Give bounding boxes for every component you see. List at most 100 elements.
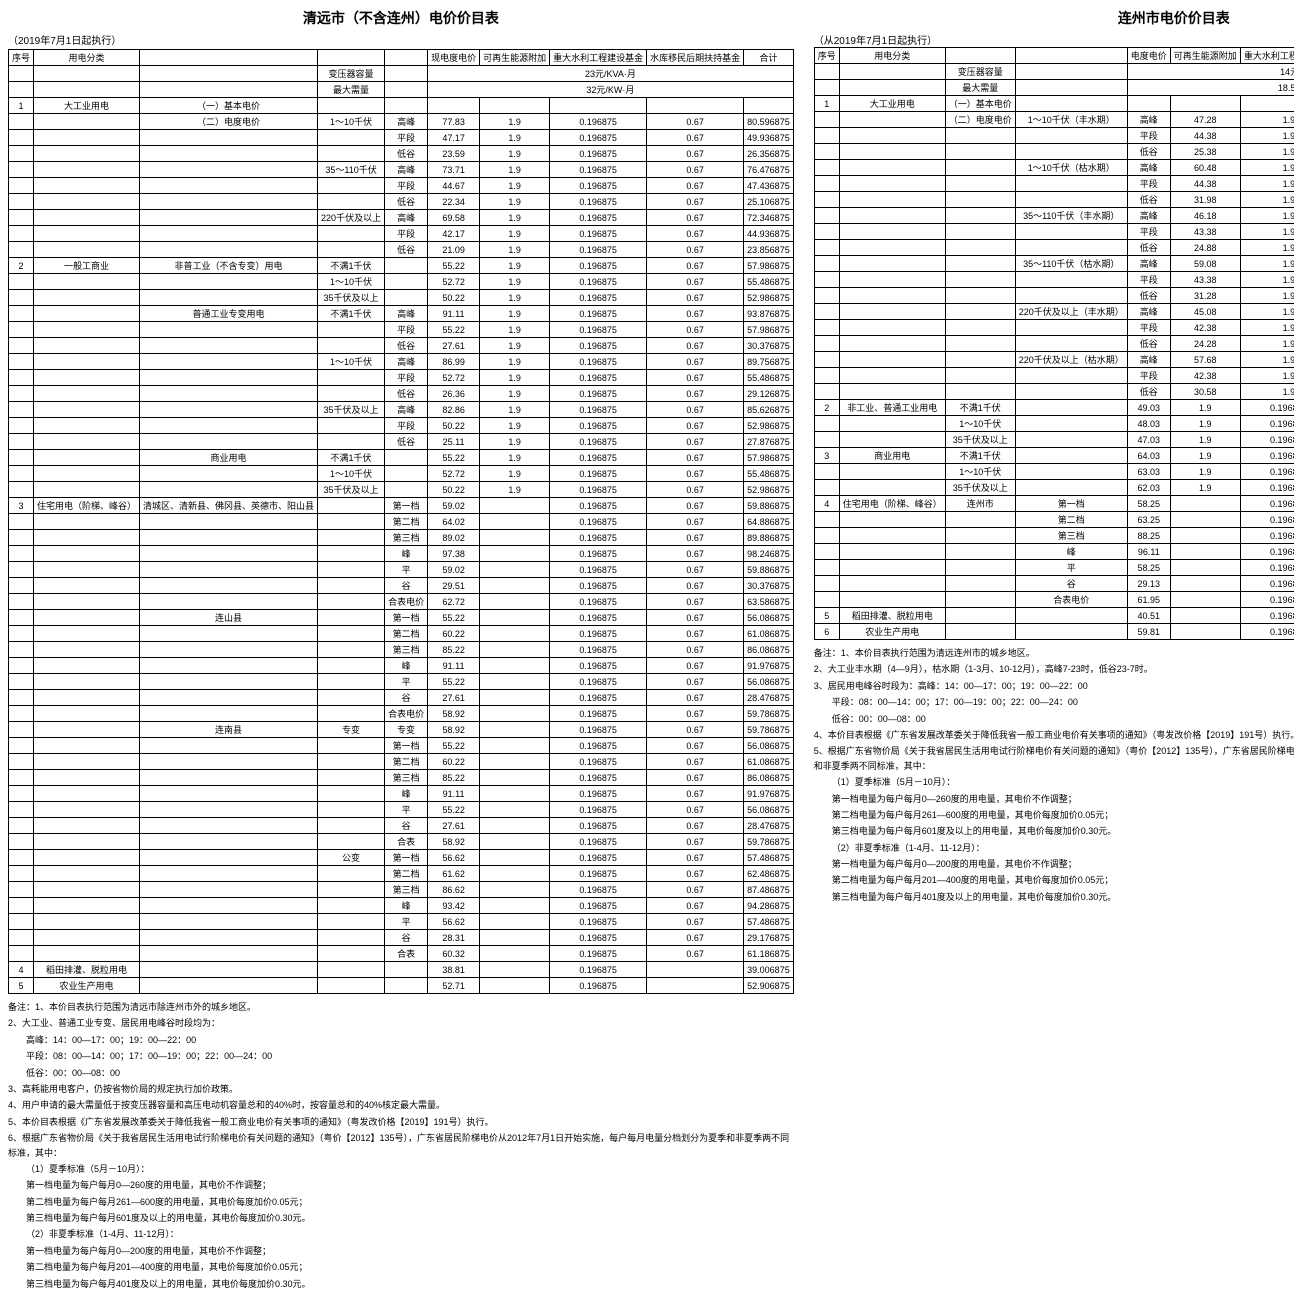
cell: 1～10千伏（丰水期） [1015,112,1127,128]
cell: 0.67 [647,306,744,322]
cell: 第一档 [385,850,428,866]
table-row: 合表电价61.950.1968750.6762.816875 [814,592,1294,608]
cell [839,352,945,368]
note-line: 第二档电量为每户每月261—600度的用电量，其电价每度加价0.05元； [814,808,1294,822]
table-row: 平段43.381.90.1968750.6246.096875 [814,224,1294,240]
left-page: 清远市（不含连州）电价价目表 （2019年7月1日起执行） 序号用电分类现电度电… [8,8,794,1293]
cell [814,144,839,160]
note-line: 第一档电量为每户每月0—200度的用电量，其电价不作调整； [8,1244,794,1258]
cell [814,544,839,560]
cell: 29.126875 [744,386,794,402]
cell: 91.11 [428,786,480,802]
cell [140,738,318,754]
cell: 27.61 [428,338,480,354]
cell: 85.22 [428,770,480,786]
cell [318,434,385,450]
col-header: 合计 [744,50,794,66]
table-row: 1大工业用电（一）基本电价 [9,98,794,114]
cell: 35千伏及以上 [318,402,385,418]
cell: 0.196875 [550,434,647,450]
cell: 63.586875 [744,594,794,610]
cell [814,352,839,368]
cell [9,178,34,194]
cell [34,306,140,322]
col-header [385,50,428,66]
right-table: 序号用电分类电度电价可再生能源附加重大水利工程建设基金水库移民后期扶持基金合计变… [814,47,1294,640]
cell [34,674,140,690]
cell: 0.67 [647,562,744,578]
table-row: 低谷31.281.90.1968750.6233.996875 [814,288,1294,304]
cell: 1.9 [480,242,550,258]
cell [9,418,34,434]
cell [480,978,550,994]
cell: 0.196875 [550,114,647,130]
note-line: 备注：1、本价目表执行范围为清远连州市的城乡地区。 [814,646,1294,660]
note-line: 备注：1、本价目表执行范围为清远市除连州市外的城乡地区。 [8,1000,794,1014]
table-row: 平58.250.1968750.6759.116875 [814,560,1294,576]
cell: 5 [814,608,839,624]
table-row: （二）电度电价1～10千伏高峰77.831.90.1968750.6780.59… [9,114,794,130]
cell [318,962,385,978]
cell [839,432,945,448]
cell: 1.9 [480,338,550,354]
cell [945,624,1015,640]
cell [480,562,550,578]
cell: 27.61 [428,818,480,834]
cell: 58.92 [428,834,480,850]
cell [34,786,140,802]
cell [318,322,385,338]
cell: 96.11 [1127,544,1170,560]
cell: 30.376875 [744,338,794,354]
cell [9,514,34,530]
cell: 0.196875 [550,786,647,802]
cell [385,82,428,98]
cell [945,176,1015,192]
cell [814,528,839,544]
cell: 49.936875 [744,130,794,146]
cell: 0.196875 [550,386,647,402]
cell [814,272,839,288]
cell [34,642,140,658]
cell: 0.196875 [550,914,647,930]
cell [318,946,385,962]
cell [945,160,1015,176]
cell [480,962,550,978]
cell: 0.196875 [550,338,647,354]
cell: 89.886875 [744,530,794,546]
table-row: 第二档63.250.1968750.6764.116875 [814,512,1294,528]
cell: 59.786875 [744,706,794,722]
cell [385,482,428,498]
note-line: 3、居民用电峰谷时段为：高峰：14：00—17：00；19：00—22：00 [814,679,1294,693]
cell [945,128,1015,144]
cell: 64.886875 [744,514,794,530]
table-row: 平段44.381.90.1968750.6247.096875 [814,128,1294,144]
cell [480,722,550,738]
cell [1170,96,1240,112]
cell: 56.086875 [744,802,794,818]
cell: 94.286875 [744,898,794,914]
cell [9,82,34,98]
cell [1015,464,1127,480]
cell [140,978,318,994]
table-row: 4稻田排灌、脱粒用电38.810.19687539.006875 [9,962,794,978]
cell [318,802,385,818]
cell [1015,240,1127,256]
cell [318,930,385,946]
cell [839,64,945,80]
cell [1015,384,1127,400]
cell: 38.81 [428,962,480,978]
cell: 0.196875 [550,722,647,738]
cell: 0.196875 [550,754,647,770]
cell [34,914,140,930]
cell: 56.086875 [744,610,794,626]
cell: 0.196875 [550,258,647,274]
cell: 0.196875 [550,626,647,642]
cell: 0.196875 [550,930,647,946]
cell: 22.34 [428,194,480,210]
cell: 47.03 [1127,432,1170,448]
cell [1170,544,1240,560]
cell [34,82,140,98]
table-row: 35千伏及以上50.221.90.1968750.6752.986875 [9,290,794,306]
note-line: 第二档电量为每户每月261—600度的用电量，其电价每度加价0.05元； [8,1195,794,1209]
cell [1015,624,1127,640]
